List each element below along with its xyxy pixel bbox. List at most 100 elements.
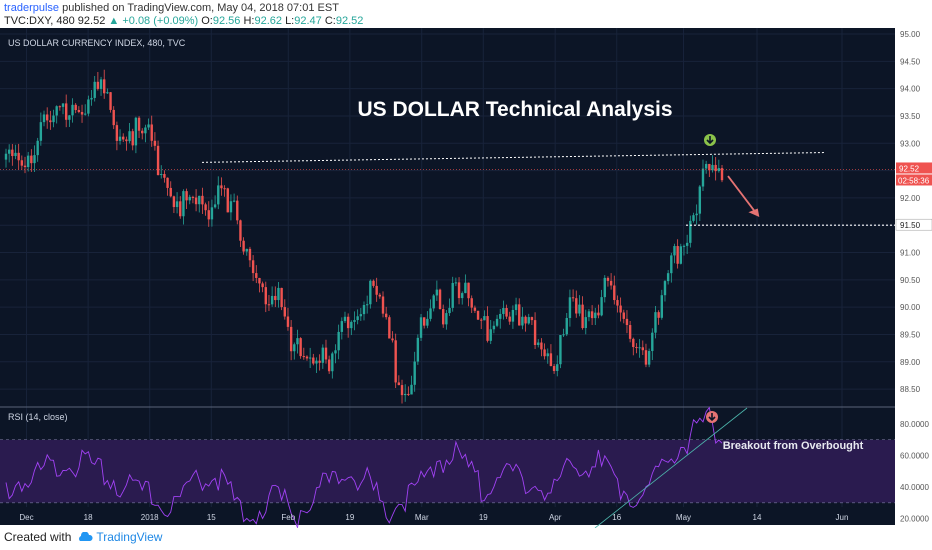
candle-body (39, 122, 43, 141)
candle-body (55, 106, 58, 116)
candle-body (61, 103, 65, 107)
chart-title: US DOLLAR CURRENCY INDEX, 480, TVC (8, 38, 186, 48)
last-price-badge (896, 162, 932, 174)
date-tick-label: 2018 (141, 513, 159, 522)
price-tick-label: 90.50 (900, 276, 921, 285)
candles (4, 69, 724, 404)
candle-body (286, 316, 290, 327)
candle-body (511, 309, 515, 322)
candle-body (353, 320, 356, 322)
candle-body (321, 347, 325, 363)
date-tick-label: Jun (836, 513, 849, 522)
candle-body (20, 160, 24, 166)
candle-body (571, 297, 575, 299)
candle-body (324, 347, 328, 360)
candle-body (457, 282, 461, 299)
candle-body (644, 350, 648, 365)
candle-body (144, 127, 147, 134)
candle-body (115, 125, 119, 141)
candle-body (442, 309, 445, 325)
candle-body (103, 79, 106, 94)
last-price: 92.52 (77, 15, 106, 27)
candle-body (296, 338, 299, 345)
down-arrow-line (727, 175, 758, 215)
candle-body (609, 280, 613, 286)
rsi-tick-label: 60.0000 (900, 452, 929, 461)
price-tick-label: 94.00 (900, 85, 921, 94)
green-arrow-glyph (706, 136, 714, 145)
candle-body (704, 163, 708, 169)
candle-body (537, 342, 540, 345)
candle-body (467, 282, 470, 299)
candle-body (312, 357, 315, 364)
candle-body (714, 164, 717, 172)
candle-body (93, 81, 96, 98)
change-value: +0.08 (+0.09%) (122, 15, 199, 27)
author-link[interactable]: traderpulse (4, 2, 60, 14)
candle-body (77, 110, 81, 112)
footer: Created with TradingView (4, 530, 162, 544)
candle-body (454, 282, 458, 284)
candle-body (337, 331, 340, 351)
price-tick-label: 91.00 (900, 249, 921, 258)
created-with: Created with (4, 530, 72, 544)
candle-body (359, 314, 363, 317)
price-tick-label: 95.00 (900, 30, 921, 39)
candle-body (156, 145, 160, 176)
candle-body (68, 115, 71, 120)
candle-body (274, 295, 277, 301)
tradingview-logo[interactable]: TradingView (77, 530, 162, 544)
candle-body (568, 297, 572, 319)
drawings[interactable] (0, 134, 895, 528)
candle-body (236, 200, 239, 221)
candle-body (679, 246, 683, 264)
candle-body (616, 300, 619, 306)
candle-body (692, 215, 695, 221)
chart-canvas[interactable]: 95.0094.5094.0093.5093.0092.5092.0091.50… (0, 28, 932, 528)
candle-body (397, 382, 401, 386)
candle-body (391, 338, 394, 341)
candle-body (289, 326, 293, 352)
axes: 95.0094.5094.0093.5093.0092.5092.0091.50… (19, 30, 932, 523)
candle-body (698, 186, 702, 214)
candle-body (302, 356, 306, 358)
price-tick-label: 92.00 (900, 194, 921, 203)
candle-body (388, 317, 391, 339)
candle-body (701, 168, 705, 187)
candle-body (410, 384, 413, 395)
level-badge (895, 218, 932, 231)
candle-body (590, 311, 594, 319)
candle-body (666, 273, 670, 282)
candle-body (277, 287, 280, 301)
candle-body (185, 191, 188, 201)
candle-body (426, 318, 429, 326)
candle-body (194, 197, 198, 205)
candle-body (587, 311, 591, 318)
publish-info: traderpulse published on TradingView.com… (4, 2, 339, 14)
candle-body (384, 313, 388, 318)
candle-body (632, 338, 635, 348)
candle-body (495, 318, 499, 326)
close-value: 92.52 (335, 15, 364, 27)
candle-body (346, 316, 350, 329)
candle-body (106, 92, 109, 94)
candle-body (378, 294, 382, 297)
candle-body (229, 201, 233, 213)
down-arrow-head (748, 208, 760, 218)
candle-body (461, 293, 464, 299)
candle-body (622, 312, 625, 319)
candle-body (305, 356, 309, 359)
close-label: C: (324, 15, 336, 27)
candle-body (663, 281, 667, 296)
candle-body (33, 155, 36, 164)
candle-body (407, 393, 410, 395)
price-tick-label: 94.50 (900, 57, 921, 66)
candle-body (413, 361, 416, 385)
countdown-badge (896, 174, 932, 186)
candle-body (11, 149, 14, 157)
red-arrow-glyph (708, 413, 716, 422)
candle-body (226, 188, 229, 213)
candle-body (546, 353, 549, 357)
candle-body (451, 282, 454, 308)
candle-body (594, 312, 597, 319)
